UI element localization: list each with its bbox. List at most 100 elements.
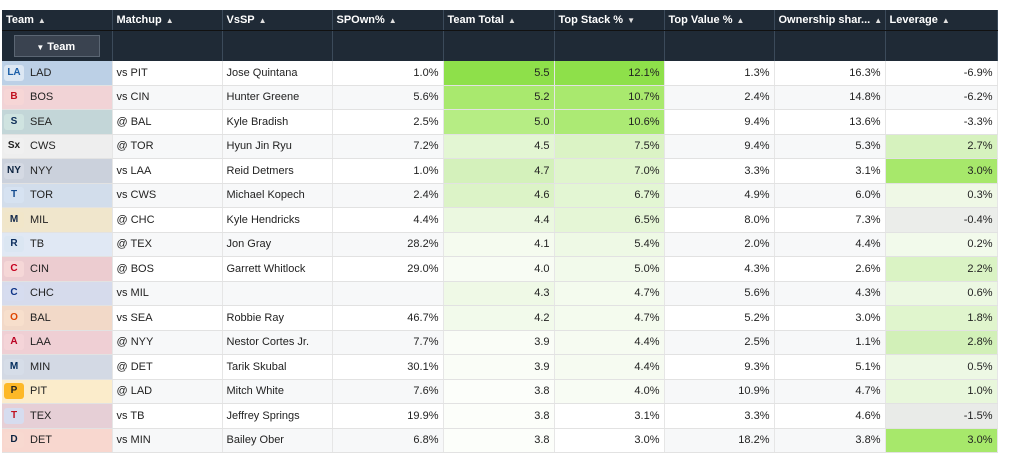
top-value-cell: 8.0% bbox=[664, 207, 775, 233]
team-cell: LA LAD bbox=[2, 61, 113, 86]
table-row[interactable]: NY NYY vs LAA Reid Detmers 1.0% 4.7 7.0% 3.3% 3.… bbox=[2, 158, 998, 184]
table-row[interactable]: S SEA @ BAL Kyle Bradish 2.5% 5.0 10.6% 9.4% 13.… bbox=[2, 109, 998, 135]
col-header-team-total[interactable]: Team Total ▲ bbox=[443, 10, 555, 31]
team-total-cell: 4.1 bbox=[443, 232, 555, 257]
leverage-cell: 2.7% bbox=[885, 134, 998, 159]
table-row[interactable]: A LAA @ NYY Nestor Cortes Jr. 7.7% 3.9 4.4% 2.5… bbox=[2, 330, 998, 355]
team-cell: R TB bbox=[2, 232, 113, 257]
top-stack-cell: 12.1% bbox=[554, 61, 665, 86]
vssp-cell: Kyle Hendricks bbox=[222, 207, 333, 233]
col-header-label: Top Value % bbox=[668, 14, 733, 26]
table-row[interactable]: C CIN @ BOS Garrett Whitlock 29.0% 4.0 5.0% 4.3… bbox=[2, 256, 998, 282]
team-total-cell: 3.9 bbox=[443, 330, 555, 355]
team-logo-icon: A bbox=[4, 334, 24, 351]
table-row[interactable]: C CHC vs MIL 4.3 4.7% 5.6% 4.3% 0.6% bbox=[2, 281, 998, 306]
table-row[interactable]: Sx CWS @ TOR Hyun Jin Ryu 7.2% 4.5 7.5% 9.4% 5.3… bbox=[2, 134, 998, 159]
top-value-cell: 3.3% bbox=[664, 158, 775, 184]
col-header-top-value[interactable]: Top Value % ▲ bbox=[664, 10, 775, 31]
team-total-cell: 4.5 bbox=[443, 134, 555, 159]
col-header-leverage[interactable]: Leverage ▲ bbox=[885, 10, 998, 31]
col-header-ownership-share[interactable]: Ownership shar... ▲ bbox=[774, 10, 886, 31]
team-total-cell: 4.7 bbox=[443, 158, 555, 184]
team-total-cell: 5.0 bbox=[443, 109, 555, 135]
table-row[interactable]: P PIT @ LAD Mitch White 7.6% 3.8 4.0% 10.9% 4.7%… bbox=[2, 379, 998, 404]
header-row: Team ▲ Matchup ▲ VsSP ▲ SPOwn% ▲ Team Total ▲… bbox=[2, 10, 998, 31]
leverage-cell: -6.9% bbox=[885, 61, 998, 86]
top-stack-cell: 3.0% bbox=[554, 428, 665, 453]
table-body: LA LAD vs PIT Jose Quintana 1.0% 5.5 12.1% 1.3%… bbox=[2, 61, 998, 453]
team-logo-icon: D bbox=[4, 432, 24, 449]
matchup-cell: @ CHC bbox=[112, 207, 223, 233]
team-cell: T TEX bbox=[2, 403, 113, 429]
top-value-cell: 1.3% bbox=[664, 61, 775, 86]
col-header-spown[interactable]: SPOwn% ▲ bbox=[332, 10, 444, 31]
vssp-cell: Bailey Ober bbox=[222, 428, 333, 453]
ownership-share-cell: 3.0% bbox=[774, 305, 886, 331]
leverage-cell: 1.8% bbox=[885, 305, 998, 331]
filter-label: Team bbox=[47, 41, 76, 53]
team-filter-button[interactable]: ▼ Team bbox=[13, 35, 100, 57]
table-row[interactable]: LA LAD vs PIT Jose Quintana 1.0% 5.5 12.1% 1.3%… bbox=[2, 61, 998, 86]
ownership-share-cell: 4.3% bbox=[774, 281, 886, 306]
team-cell: O BAL bbox=[2, 305, 113, 331]
team-abbr: MIL bbox=[30, 213, 49, 226]
team-cell: P PIT bbox=[2, 379, 113, 404]
filter-cell bbox=[774, 30, 886, 61]
filter-cell-team: ▼ Team bbox=[2, 30, 113, 61]
col-header-label: Top Stack % bbox=[558, 14, 624, 26]
top-stack-cell: 4.4% bbox=[554, 354, 665, 380]
vssp-cell: Hunter Greene bbox=[222, 85, 333, 110]
team-abbr: BAL bbox=[30, 311, 51, 324]
col-header-vssp[interactable]: VsSP ▲ bbox=[222, 10, 333, 31]
team-abbr: BOS bbox=[30, 91, 54, 104]
col-header-top-stack[interactable]: Top Stack % ▼ bbox=[554, 10, 665, 31]
vssp-cell: Jose Quintana bbox=[222, 61, 333, 86]
team-total-cell: 3.8 bbox=[443, 403, 555, 429]
matchup-cell: @ TEX bbox=[112, 232, 223, 257]
spown-cell: 46.7% bbox=[332, 305, 444, 331]
table-row[interactable]: T TEX vs TB Jeffrey Springs 19.9% 3.8 3.1% 3.3%… bbox=[2, 403, 998, 429]
leverage-cell: -6.2% bbox=[885, 85, 998, 110]
ownership-share-cell: 1.1% bbox=[774, 330, 886, 355]
ownership-share-cell: 5.3% bbox=[774, 134, 886, 159]
team-total-cell: 5.5 bbox=[443, 61, 555, 86]
table-row[interactable]: D DET vs MIN Bailey Ober 6.8% 3.8 3.0% 18.2% 3.8… bbox=[2, 428, 998, 453]
spown-cell: 28.2% bbox=[332, 232, 444, 257]
col-header-label: Ownership shar... bbox=[778, 14, 871, 26]
vssp-cell: Garrett Whitlock bbox=[222, 256, 333, 282]
leverage-cell: -1.5% bbox=[885, 403, 998, 429]
top-value-cell: 18.2% bbox=[664, 428, 775, 453]
top-value-cell: 2.0% bbox=[664, 232, 775, 257]
table-row[interactable]: B BOS vs CIN Hunter Greene 5.6% 5.2 10.7% 2.4% 1… bbox=[2, 85, 998, 110]
spown-cell: 7.7% bbox=[332, 330, 444, 355]
spown-cell: 29.0% bbox=[332, 256, 444, 282]
vssp-cell bbox=[222, 281, 333, 306]
col-header-matchup[interactable]: Matchup ▲ bbox=[112, 10, 223, 31]
leverage-cell: 0.3% bbox=[885, 183, 998, 208]
leverage-cell: 2.2% bbox=[885, 256, 998, 282]
table-row[interactable]: M MIL @ CHC Kyle Hendricks 4.4% 4.4 6.5% 8.0% 7.… bbox=[2, 207, 998, 233]
team-logo-icon: S bbox=[4, 113, 24, 130]
table-row[interactable]: O BAL vs SEA Robbie Ray 46.7% 4.2 4.7% 5.2% 3.0%… bbox=[2, 305, 998, 331]
team-abbr: MIN bbox=[30, 360, 51, 373]
ownership-share-cell: 4.7% bbox=[774, 379, 886, 404]
matchup-cell: @ LAD bbox=[112, 379, 223, 404]
col-header-team[interactable]: Team ▲ bbox=[2, 10, 113, 31]
ownership-share-cell: 3.1% bbox=[774, 158, 886, 184]
filter-cell bbox=[885, 30, 998, 61]
team-abbr: TOR bbox=[30, 189, 54, 202]
leverage-cell: 0.6% bbox=[885, 281, 998, 306]
top-value-cell: 5.6% bbox=[664, 281, 775, 306]
table-row[interactable]: M MIN @ DET Tarik Skubal 30.1% 3.9 4.4% 9.3% 5.1… bbox=[2, 354, 998, 380]
team-logo-icon: T bbox=[4, 187, 24, 204]
team-total-cell: 4.4 bbox=[443, 207, 555, 233]
ownership-share-cell: 7.3% bbox=[774, 207, 886, 233]
ownership-share-cell: 4.6% bbox=[774, 403, 886, 429]
ownership-share-cell: 2.6% bbox=[774, 256, 886, 282]
matchup-cell: vs MIN bbox=[112, 428, 223, 453]
top-stack-cell: 4.4% bbox=[554, 330, 665, 355]
top-stack-cell: 5.0% bbox=[554, 256, 665, 282]
table-row[interactable]: T TOR vs CWS Michael Kopech 2.4% 4.6 6.7% 4.9% 6… bbox=[2, 183, 998, 208]
table-row[interactable]: R TB @ TEX Jon Gray 28.2% 4.1 5.4% 2.0% 4.4% 0.2% bbox=[2, 232, 998, 257]
ownership-share-cell: 14.8% bbox=[774, 85, 886, 110]
